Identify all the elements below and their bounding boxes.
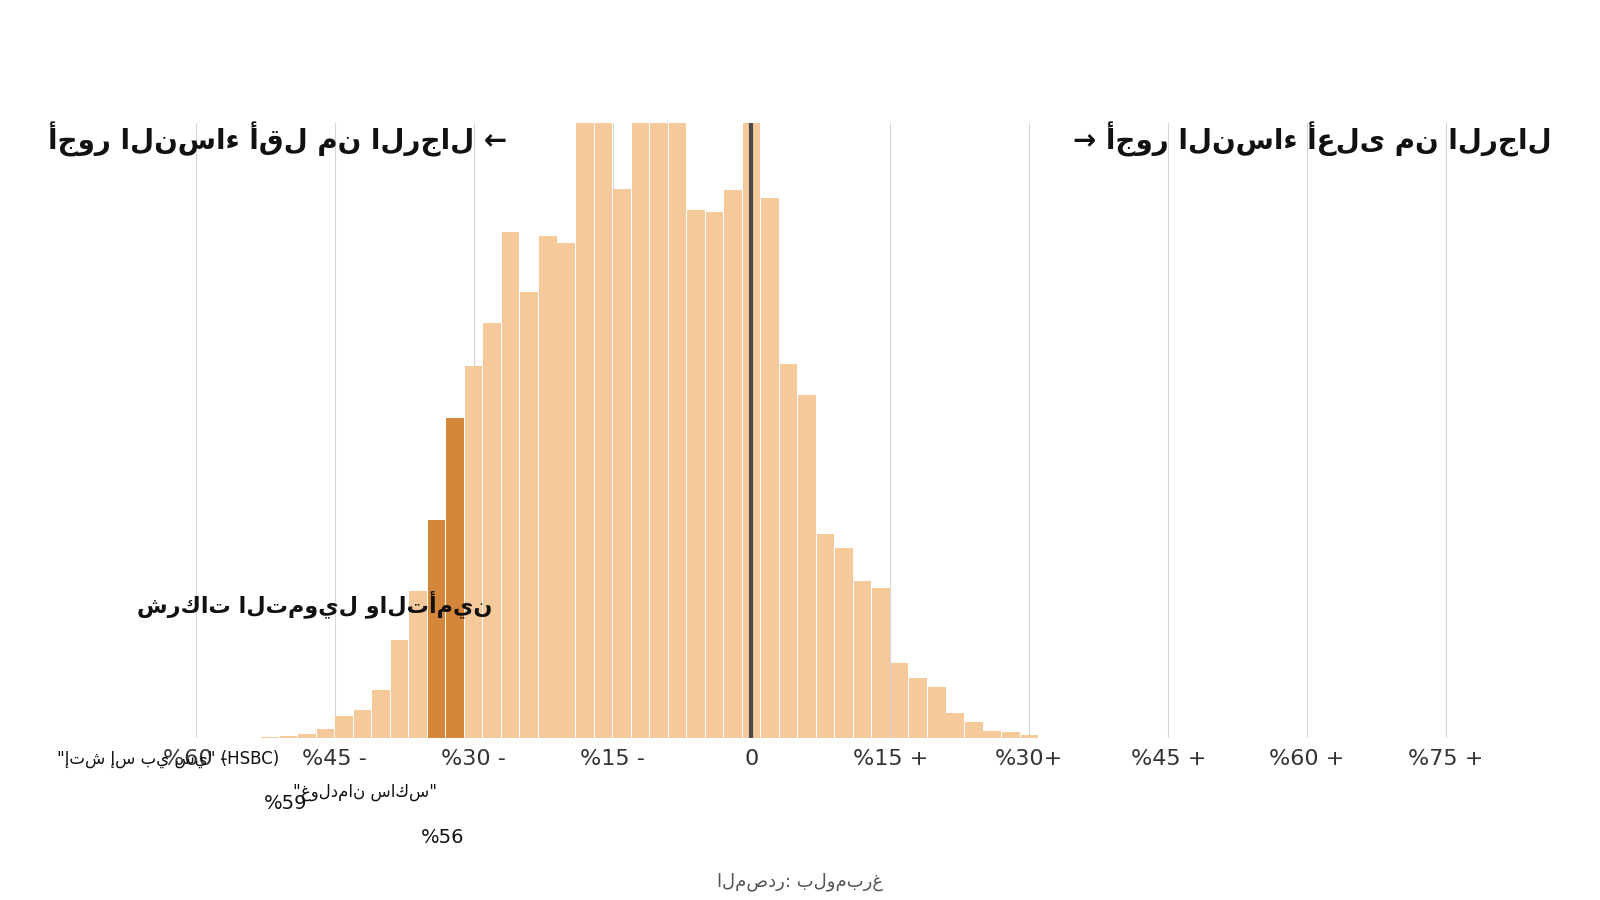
Bar xyxy=(669,61,686,738)
Bar xyxy=(539,236,557,738)
Bar xyxy=(427,520,445,738)
Text: "غولدمان ساكس": "غولدمان ساكس" xyxy=(293,783,437,801)
Bar xyxy=(928,687,946,738)
Bar xyxy=(557,243,574,738)
Bar xyxy=(835,548,853,738)
Bar xyxy=(984,731,1002,738)
Bar xyxy=(891,663,909,738)
Bar xyxy=(965,722,982,738)
Bar xyxy=(373,690,390,738)
Bar xyxy=(502,232,520,738)
Bar xyxy=(390,640,408,738)
Bar xyxy=(725,190,742,738)
Text: %56: %56 xyxy=(421,828,464,847)
Text: "إتش إس بي سي" (HSBC): "إتش إس بي سي" (HSBC) xyxy=(58,750,278,768)
Bar xyxy=(354,710,371,738)
Bar xyxy=(947,713,965,738)
Bar xyxy=(686,210,704,738)
Bar xyxy=(1021,735,1038,738)
Bar xyxy=(261,736,278,738)
Bar xyxy=(650,0,667,738)
Bar xyxy=(298,734,315,738)
Bar xyxy=(446,418,464,738)
Bar xyxy=(595,0,613,738)
Text: %59: %59 xyxy=(264,794,307,813)
Bar xyxy=(280,735,298,738)
Bar xyxy=(706,212,723,738)
Text: المصدر: بلومبرغ: المصدر: بلومبرغ xyxy=(717,872,883,891)
Bar xyxy=(742,1,760,738)
Bar xyxy=(317,729,334,738)
Bar xyxy=(632,0,650,738)
Bar xyxy=(410,591,427,738)
Text: شركات التمويل والتأمين: شركات التمويل والتأمين xyxy=(136,590,493,618)
Bar xyxy=(520,292,538,738)
Bar xyxy=(466,366,483,738)
Bar xyxy=(779,364,797,738)
Bar xyxy=(798,395,816,738)
Bar xyxy=(872,588,890,738)
Bar xyxy=(816,534,834,738)
Bar xyxy=(483,323,501,738)
Bar xyxy=(1002,732,1019,738)
Bar xyxy=(909,679,926,738)
Bar xyxy=(854,581,872,738)
Bar xyxy=(762,198,779,738)
Bar xyxy=(613,189,630,738)
Text: أجور النساء أقل من الرجال ←: أجور النساء أقل من الرجال ← xyxy=(48,122,507,158)
Text: → أجور النساء أعلى من الرجال: → أجور النساء أعلى من الرجال xyxy=(1074,122,1552,158)
Bar xyxy=(334,716,352,738)
Bar xyxy=(576,54,594,738)
